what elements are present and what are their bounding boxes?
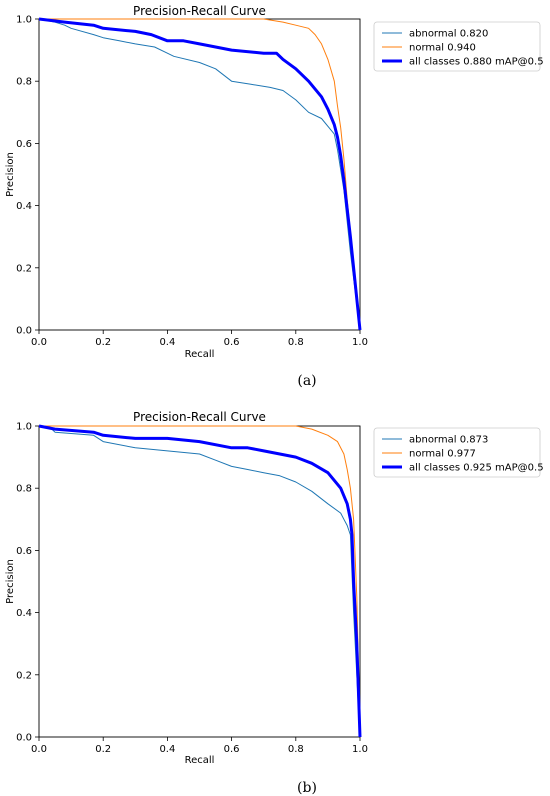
y-tick-label: 0.2 <box>16 263 32 274</box>
chart-title: Precision-Recall Curve <box>133 4 266 18</box>
series-line-2 <box>38 424 362 738</box>
y-tick-label: 0.2 <box>16 670 32 681</box>
panel-caption: (b) <box>297 780 317 796</box>
y-tick-label: 1.0 <box>16 15 32 26</box>
axis-ticks: 0.0 0.2 0.4 0.6 0.8 1.0 0.0 0.2 0.4 0.6 0.8 1.0 <box>16 15 368 349</box>
legend-entry: all classes 0.925 mAP@0.5 <box>409 463 544 474</box>
x-tick-label: 0.4 <box>159 744 175 755</box>
series-line-1 <box>39 18 361 331</box>
x-tick-label: 0.4 <box>159 337 175 348</box>
y-tick-label: 0.8 <box>16 77 32 88</box>
x-axis-label: Recall <box>185 755 215 766</box>
x-tick-label: 0.0 <box>31 744 47 755</box>
series-line-0 <box>38 425 361 738</box>
y-tick-label: 1.0 <box>16 422 32 433</box>
x-tick-label: 0.6 <box>224 744 240 755</box>
series-line-2 <box>38 17 362 331</box>
y-tick-label: 0.6 <box>16 139 32 150</box>
panel-caption: (a) <box>297 373 316 389</box>
y-axis-label: Precision <box>5 559 16 604</box>
y-tick-label: 0.0 <box>16 733 32 744</box>
legend: abnormal 0.873 normal 0.977 all classes … <box>373 427 544 478</box>
x-tick-label: 0.2 <box>95 337 111 348</box>
legend-entry: normal 0.977 <box>409 449 476 460</box>
x-tick-label: 0.6 <box>224 337 240 348</box>
plot-lines <box>38 17 362 331</box>
legend-box <box>373 21 541 72</box>
legend-entry: all classes 0.880 mAP@0.5 <box>409 57 544 68</box>
series-line-0 <box>38 18 361 331</box>
x-tick-label: 0.8 <box>288 337 304 348</box>
y-tick-label: 0.6 <box>16 546 32 557</box>
chart-panel-b: Precision-Recall Curve 0.0 0.2 0.4 0.6 0.8 1.… <box>5 410 544 796</box>
y-tick-label: 0.0 <box>16 326 32 337</box>
axis-ticks: 0.0 0.2 0.4 0.6 0.8 1.0 0.0 0.2 0.4 0.6 0.8 1.0 <box>16 422 368 756</box>
x-tick-label: 1.0 <box>352 744 368 755</box>
chart-title: Precision-Recall Curve <box>133 410 266 424</box>
plot-lines <box>38 424 362 738</box>
y-tick-label: 0.4 <box>16 201 32 212</box>
legend: abnormal 0.820 normal 0.940 all classes … <box>373 21 544 72</box>
x-tick-label: 0.0 <box>31 337 47 348</box>
series-line-1 <box>39 425 361 738</box>
legend-box <box>373 427 541 478</box>
x-tick-label: 0.2 <box>95 744 111 755</box>
x-tick-label: 1.0 <box>352 337 368 348</box>
chart-panel-a: Precision-Recall Curve 0.0 0.2 0.4 0.6 0.8 1.… <box>5 4 544 389</box>
legend-entry: abnormal 0.873 <box>409 435 488 446</box>
x-axis-label: Recall <box>185 349 215 360</box>
y-axis-label: Precision <box>5 152 16 197</box>
legend-entry: abnormal 0.820 <box>409 29 488 40</box>
y-tick-label: 0.4 <box>16 608 32 619</box>
legend-entry: normal 0.940 <box>409 43 476 54</box>
x-tick-label: 0.8 <box>288 744 304 755</box>
y-tick-label: 0.8 <box>16 484 32 495</box>
